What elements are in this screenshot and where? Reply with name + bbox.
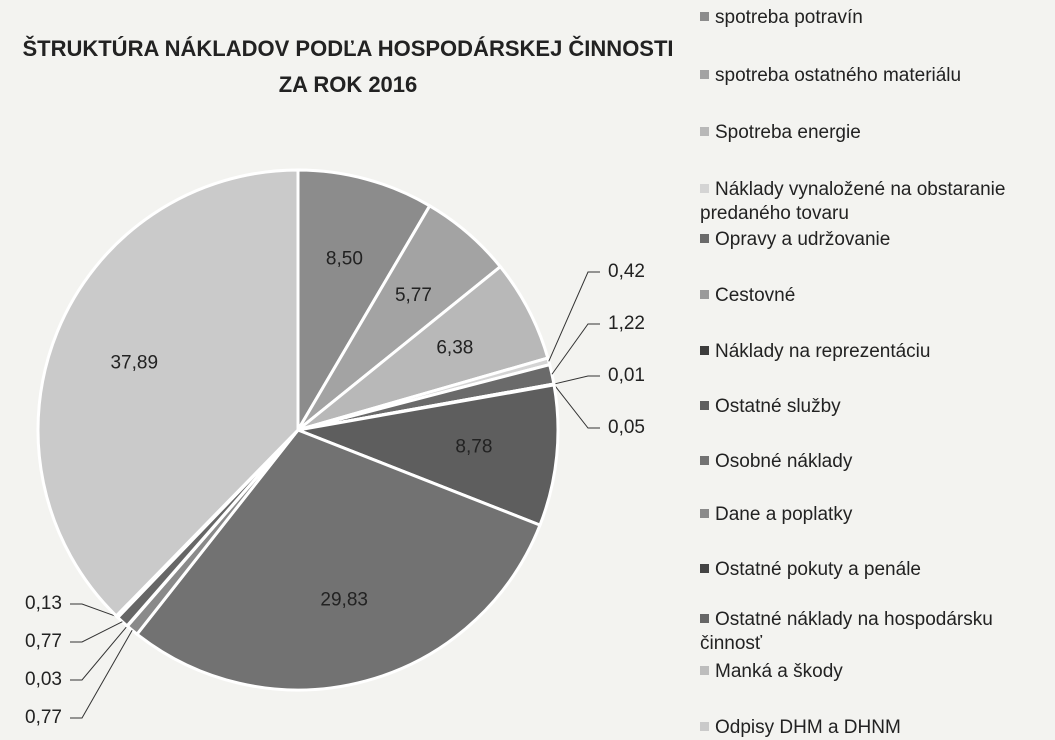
legend-swatch bbox=[700, 70, 709, 79]
legend-item: Náklady vynaložené na obstaranie predané… bbox=[700, 178, 1045, 226]
legend-swatch bbox=[700, 127, 709, 136]
legend-label: Ostatné služby bbox=[715, 396, 841, 417]
legend-item: spotreba potravín bbox=[700, 6, 1045, 30]
legend-label: Manká a škody bbox=[715, 661, 843, 682]
legend-swatch bbox=[700, 346, 709, 355]
pie-slice bbox=[292, 383, 560, 528]
chart-title: ŠTRUKTÚRA NÁKLADOV PODĽA HOSPODÁRSKEJ ČI… bbox=[22, 36, 673, 61]
legend-swatch bbox=[700, 666, 709, 675]
legend-swatch bbox=[700, 290, 709, 299]
legend-item: Odpisy DHM a DHNM bbox=[700, 716, 1045, 740]
legend-label: Náklady vynaložené na obstaranie predané… bbox=[700, 179, 1006, 224]
legend-item: Manká a škody bbox=[700, 660, 1045, 684]
legend-item: Dane a poplatky bbox=[700, 503, 1045, 527]
legend-item: Ostatné služby bbox=[700, 395, 1045, 419]
legend-item: Ostatné náklady na hospodársku činnosť bbox=[700, 608, 1045, 656]
leader-line bbox=[70, 629, 133, 719]
data-label: 5,77 bbox=[395, 285, 432, 306]
pie-slice bbox=[296, 168, 432, 436]
legend-item: Cestovné bbox=[700, 284, 1045, 308]
legend-swatch bbox=[700, 12, 709, 21]
legend-swatch bbox=[700, 564, 709, 573]
leader-line bbox=[70, 625, 128, 681]
data-label: 1,22 bbox=[608, 313, 645, 334]
legend-item: Ostatné pokuty a penále bbox=[700, 558, 1045, 582]
leader-line bbox=[70, 621, 123, 643]
data-label: 0,42 bbox=[608, 261, 645, 282]
data-label: 0,77 bbox=[25, 707, 62, 728]
legend-label: Opravy a udržovanie bbox=[715, 229, 891, 250]
leader-line bbox=[553, 384, 600, 429]
data-label: 0,05 bbox=[608, 417, 645, 438]
legend-label: Náklady na reprezentáciu bbox=[715, 341, 931, 362]
legend-swatch bbox=[700, 456, 709, 465]
data-label: 0,13 bbox=[25, 593, 62, 614]
legend-item: Spotreba energie bbox=[700, 121, 1045, 145]
legend-item: spotreba ostatného materiálu bbox=[700, 64, 1045, 88]
legend-item: Opravy a udržovanie bbox=[700, 228, 1045, 252]
legend-label: Spotreba energie bbox=[715, 122, 861, 143]
data-label: 8,78 bbox=[455, 437, 492, 458]
data-label: 0,03 bbox=[25, 669, 62, 690]
legend-label: Cestovné bbox=[715, 285, 796, 306]
pie-slice bbox=[36, 168, 300, 619]
legend-label: spotreba potravín bbox=[715, 7, 863, 28]
pie-slice bbox=[134, 428, 542, 692]
data-label: 8,50 bbox=[326, 248, 363, 269]
data-label: 29,83 bbox=[320, 590, 368, 611]
legend-label: spotreba ostatného materiálu bbox=[715, 65, 962, 86]
legend-swatch bbox=[700, 184, 709, 193]
leader-line bbox=[553, 375, 600, 385]
legend-label: Ostatné pokuty a penále bbox=[715, 559, 921, 580]
legend-swatch bbox=[700, 401, 709, 410]
legend-swatch bbox=[700, 614, 709, 623]
legend-item: Osobné náklady bbox=[700, 450, 1045, 474]
leader-line bbox=[551, 323, 600, 375]
legend-swatch bbox=[700, 509, 709, 518]
legend-label: Ostatné náklady na hospodársku činnosť bbox=[700, 609, 993, 654]
legend-swatch bbox=[700, 234, 709, 243]
legend-swatch bbox=[700, 722, 709, 731]
leader-line bbox=[548, 271, 600, 362]
legend-label: Odpisy DHM a DHNM bbox=[715, 717, 901, 738]
legend-item: Náklady na reprezentáciu bbox=[700, 340, 1045, 364]
chart: ŠTRUKTÚRA NÁKLADOV PODĽA HOSPODÁRSKEJ ČI… bbox=[22, 36, 673, 728]
leader-line bbox=[70, 603, 118, 618]
data-label: 37,89 bbox=[110, 352, 158, 373]
legend-label: Dane a poplatky bbox=[715, 504, 853, 525]
data-label: 0,77 bbox=[25, 631, 62, 652]
data-label: 0,01 bbox=[608, 365, 645, 386]
chart-title: ZA ROK 2016 bbox=[279, 72, 418, 97]
legend-label: Osobné náklady bbox=[715, 451, 853, 472]
data-label: 6,38 bbox=[436, 337, 473, 358]
